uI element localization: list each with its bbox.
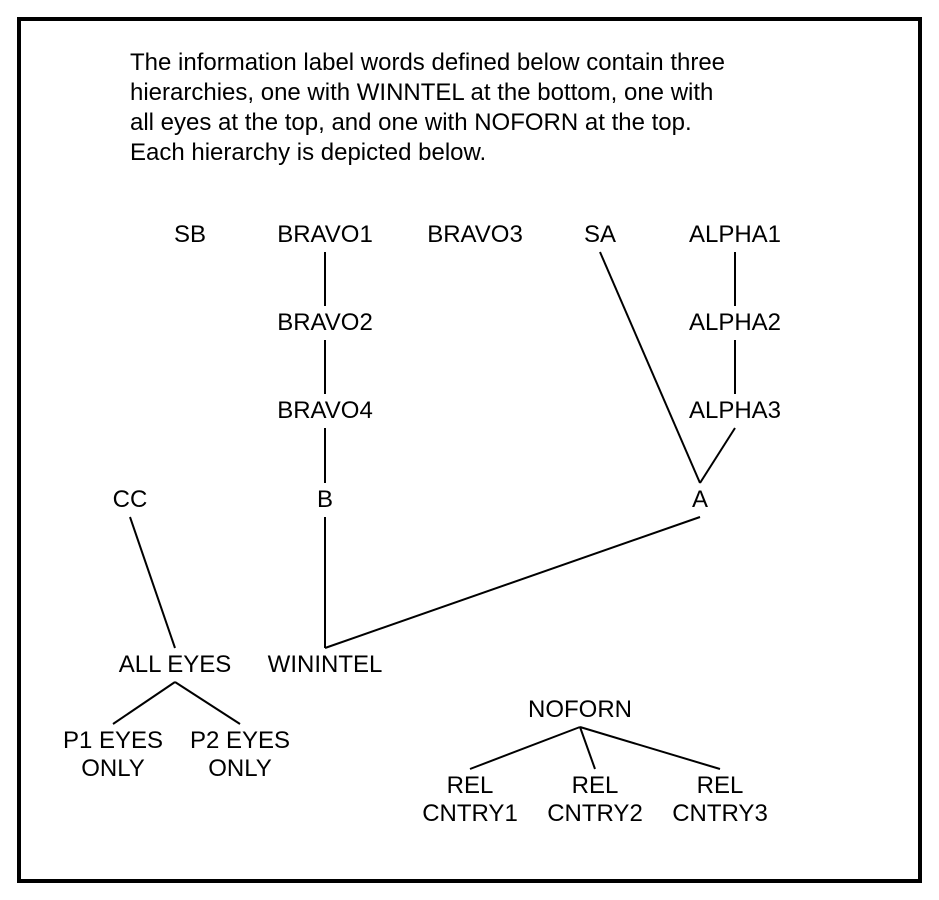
node-p1: P1 EYES ONLY	[63, 727, 163, 783]
node-p2: P2 EYES ONLY	[190, 727, 290, 783]
node-rel1: REL CNTRY1	[422, 772, 518, 828]
node-bravo3: BRAVO3	[427, 221, 523, 249]
edge-noforn-rel2	[580, 727, 595, 769]
node-winintel: WININTEL	[268, 651, 383, 679]
node-noforn: NOFORN	[528, 696, 632, 724]
node-sb: SB	[174, 221, 206, 249]
node-bravo4: BRAVO4	[277, 397, 373, 425]
edge-noforn-rel1	[470, 727, 580, 769]
edge-alpha3-a	[700, 428, 735, 483]
node-bravo1: BRAVO1	[277, 221, 373, 249]
node-rel2: REL CNTRY2	[547, 772, 643, 828]
node-alpha1: ALPHA1	[689, 221, 781, 249]
edge-all_eyes-p1	[113, 682, 175, 724]
diagram-frame: The information label words defined belo…	[0, 0, 939, 900]
node-cc: CC	[113, 486, 148, 514]
node-a: A	[692, 486, 708, 514]
edge-all_eyes-p2	[175, 682, 240, 724]
edge-a-winintel	[325, 517, 700, 648]
node-b: B	[317, 486, 333, 514]
node-alpha3: ALPHA3	[689, 397, 781, 425]
edge-sa-a	[600, 252, 700, 483]
edge-noforn-rel3	[580, 727, 720, 769]
node-all_eyes: ALL EYES	[119, 651, 232, 679]
node-alpha2: ALPHA2	[689, 309, 781, 337]
node-bravo2: BRAVO2	[277, 309, 373, 337]
node-sa: SA	[584, 221, 616, 249]
node-rel3: REL CNTRY3	[672, 772, 768, 828]
edge-cc-all_eyes	[130, 517, 175, 648]
